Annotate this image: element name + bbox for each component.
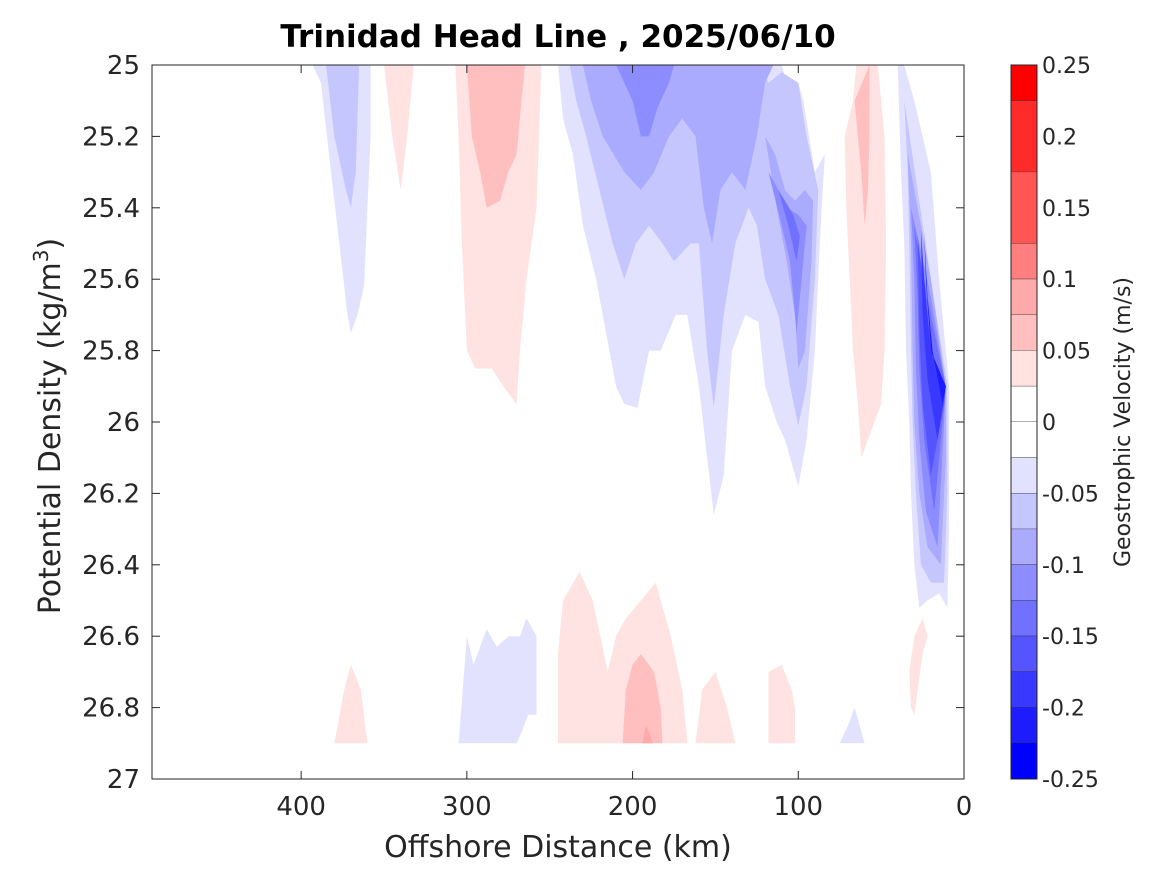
contour-region-28 bbox=[768, 664, 795, 744]
colorbar-tick-label: -0.25 bbox=[1042, 768, 1099, 793]
colorbar-band bbox=[1011, 564, 1037, 601]
colorbar-band bbox=[1011, 100, 1037, 173]
contour-region-23 bbox=[334, 664, 368, 744]
colorbar-band bbox=[1011, 671, 1037, 708]
contour-region-1 bbox=[326, 65, 360, 208]
colorbar-band bbox=[1011, 65, 1037, 101]
contour-region-26 bbox=[642, 725, 653, 744]
y-tick-label: 27 bbox=[107, 765, 140, 795]
contour-region-7 bbox=[582, 65, 774, 244]
y-tick-label: 25.4 bbox=[82, 194, 140, 224]
y-tick-label: 25.6 bbox=[82, 265, 140, 295]
colorbar-label: Geostrophic Velocity (m/s) bbox=[1111, 277, 1136, 567]
y-tick-label: 26.2 bbox=[82, 479, 140, 509]
colorbar-band bbox=[1011, 422, 1037, 458]
y-axis-label-main: Potential Density (kg/m bbox=[33, 262, 68, 614]
chart-title: Trinidad Head Line , 2025/06/10 bbox=[280, 19, 835, 55]
colorbar-tick-label: 0.1 bbox=[1042, 268, 1077, 293]
x-tick-label: 100 bbox=[773, 792, 823, 822]
plot-area: 400 300 200 100 0 25 25.2 25.4 25.6 25.8 26 26.2 26… bbox=[82, 51, 972, 822]
contour-region-29 bbox=[839, 707, 865, 744]
contour-region-22 bbox=[458, 618, 537, 744]
contour-region-8 bbox=[616, 65, 674, 137]
y-tick-label: 26 bbox=[107, 408, 140, 438]
y-tick-label: 26.6 bbox=[82, 622, 140, 652]
colorbar-tick-label: 0.25 bbox=[1042, 54, 1091, 79]
colorbar-band bbox=[1011, 743, 1037, 779]
colorbar-band bbox=[1011, 493, 1037, 530]
y-tick-label: 26.4 bbox=[82, 551, 140, 581]
colorbar-band bbox=[1011, 243, 1037, 280]
colorbar-band bbox=[1011, 707, 1037, 744]
colorbar-tick-label: -0.05 bbox=[1042, 482, 1099, 507]
y-tick-label: 25.8 bbox=[82, 337, 140, 367]
contour-region-4 bbox=[466, 65, 525, 208]
contour-region-2 bbox=[384, 65, 414, 190]
colorbar-band bbox=[1011, 636, 1037, 672]
x-tick-label: 200 bbox=[608, 792, 658, 822]
y-tick-label: 25.2 bbox=[82, 122, 140, 152]
colorbar-band bbox=[1011, 457, 1037, 494]
contour-region-13 bbox=[854, 65, 870, 226]
y-axis-label: Potential Density (kg/m3) bbox=[29, 238, 68, 614]
colorbar-tick-label: -0.1 bbox=[1042, 554, 1085, 579]
contour-region-21 bbox=[924, 232, 946, 405]
contour-region-10 bbox=[768, 172, 807, 333]
x-axis-ticks: 400 300 200 100 0 bbox=[276, 65, 972, 822]
colorbar-tick-label: 0.15 bbox=[1042, 197, 1091, 222]
colorbar-frame bbox=[1010, 64, 1038, 780]
x-axis-label: Offshore Distance (km) bbox=[384, 830, 732, 865]
colorbar-band bbox=[1011, 600, 1037, 637]
x-tick-label: 300 bbox=[442, 792, 492, 822]
colorbar-tick-label: -0.15 bbox=[1042, 625, 1099, 650]
y-axis-label-close: ) bbox=[33, 238, 68, 250]
y-tick-label: 26.8 bbox=[82, 694, 140, 724]
colorbar-tick-label: -0.2 bbox=[1042, 697, 1085, 722]
contour-fill-layer bbox=[312, 65, 950, 744]
colorbar-band bbox=[1011, 314, 1037, 351]
x-tick-label: 400 bbox=[276, 792, 326, 822]
colorbar-tick-label: 0 bbox=[1042, 411, 1056, 436]
colorbar-band bbox=[1011, 172, 1037, 244]
contour-region-25 bbox=[622, 654, 663, 744]
colorbar-tick-label: 0.2 bbox=[1042, 125, 1077, 150]
colorbar-band bbox=[1011, 350, 1037, 387]
colorbar-band bbox=[1011, 386, 1037, 422]
colorbar-bands bbox=[1011, 65, 1037, 780]
colorbar-band bbox=[1011, 279, 1037, 315]
colorbar-ticks: 0.25 0.2 0.15 0.1 0.05 0 -0.05 -0.1 -0.15 -0.2 -0.… bbox=[1042, 54, 1099, 793]
y-axis-ticks: 25 25.2 25.4 25.6 25.8 26 26.2 26.4 26.6 26.8 27 bbox=[82, 51, 964, 795]
colorbar-band bbox=[1011, 529, 1037, 565]
y-axis-label-superscript: 3 bbox=[29, 249, 53, 262]
contour-region-30 bbox=[909, 618, 928, 715]
contour-region-12 bbox=[844, 65, 887, 458]
contour-region-11 bbox=[778, 190, 800, 262]
y-tick-label: 25 bbox=[107, 51, 140, 81]
colorbar: 0.25 0.2 0.15 0.1 0.05 0 -0.05 -0.1 -0.15 -0.2 -0.… bbox=[1010, 54, 1099, 793]
x-tick-label: 0 bbox=[956, 792, 973, 822]
contour-region-27 bbox=[695, 671, 736, 744]
colorbar-tick-label: 0.05 bbox=[1042, 340, 1091, 365]
